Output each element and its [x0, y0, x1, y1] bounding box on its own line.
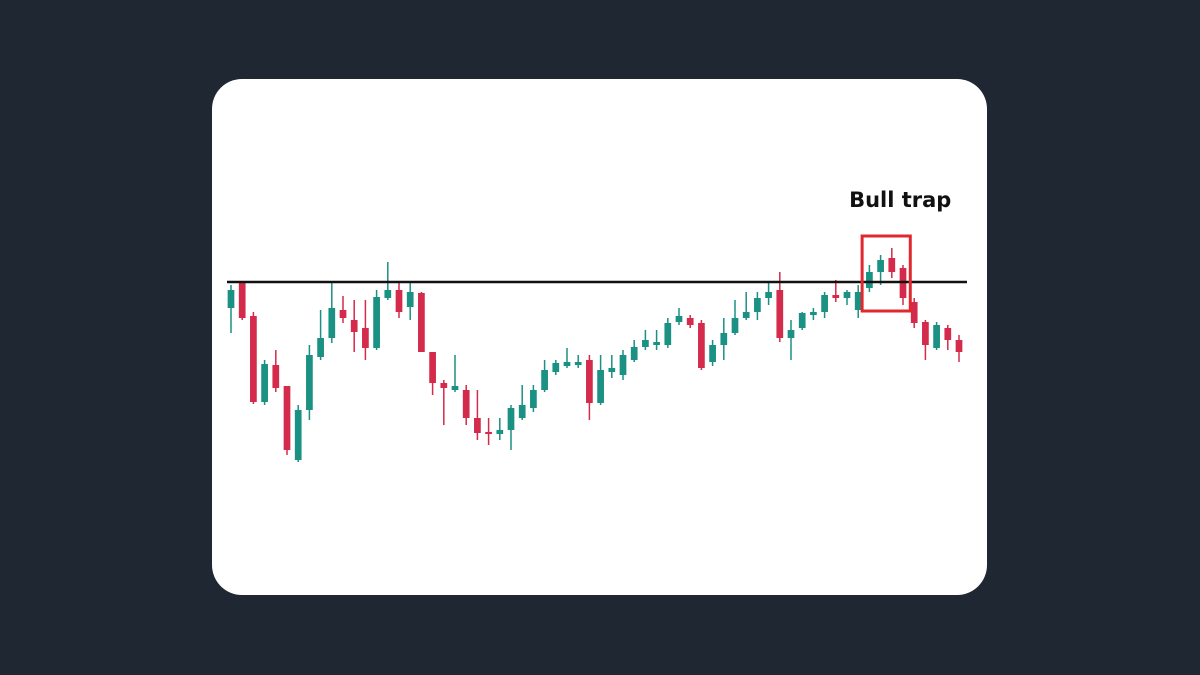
candle-body	[563, 362, 571, 366]
candle-body	[787, 330, 795, 338]
candle-body	[328, 308, 336, 338]
candle-body	[630, 347, 638, 360]
candle-body	[664, 323, 672, 345]
candle-body	[339, 310, 347, 318]
candle-body	[406, 292, 414, 307]
candle-body	[675, 316, 683, 322]
candle-body	[776, 290, 784, 338]
candle-body	[608, 368, 616, 372]
candle-body	[418, 293, 425, 352]
candle-body	[810, 312, 817, 315]
annotation-box	[860, 234, 912, 313]
candle-body	[720, 333, 728, 345]
candle-body	[485, 432, 492, 434]
candle-body	[294, 410, 302, 460]
candle-body	[395, 290, 403, 312]
candle-body	[709, 345, 716, 362]
candle-body	[754, 298, 761, 312]
candle-body	[530, 390, 537, 408]
candle-body	[518, 405, 526, 418]
candle-body	[821, 295, 828, 312]
candle-body	[955, 340, 963, 352]
candle-body	[922, 322, 929, 345]
candle-body	[843, 292, 851, 298]
candle-body	[272, 365, 280, 388]
candle-body	[283, 386, 291, 450]
candle-body	[742, 312, 750, 318]
candle-body	[866, 272, 873, 288]
candle-body	[227, 290, 235, 308]
candle-body	[496, 430, 504, 434]
candle-body	[462, 390, 470, 418]
candle-body	[910, 302, 918, 323]
candle-body	[317, 338, 324, 357]
plot: Bull trap	[227, 188, 967, 462]
candle-body	[440, 383, 448, 388]
candle-body	[586, 360, 593, 403]
candle-body	[854, 292, 862, 310]
candle-body	[888, 258, 896, 272]
candle-body	[798, 313, 806, 328]
candle-body	[474, 418, 481, 433]
candle-body	[944, 328, 952, 340]
candle-body	[507, 408, 515, 430]
candle-body	[362, 328, 369, 348]
candle-body	[541, 370, 548, 390]
candle-body	[373, 297, 380, 348]
candle-body	[933, 325, 940, 348]
candle-body	[306, 355, 313, 410]
annotation-label: Bull trap	[849, 188, 951, 212]
candle-body	[384, 290, 392, 298]
candle-body	[765, 292, 772, 298]
candle-body	[832, 295, 840, 298]
candle-body	[238, 283, 246, 318]
card	[212, 79, 987, 595]
candle-body	[597, 370, 604, 403]
candle-body	[350, 320, 358, 332]
candle-body	[653, 342, 660, 345]
candle-body	[574, 362, 582, 365]
candle-body	[619, 355, 627, 375]
candle-body	[731, 318, 739, 333]
candle-body	[261, 364, 268, 402]
candle-body	[250, 316, 257, 402]
candle-body	[686, 318, 694, 325]
candle-body	[451, 386, 459, 390]
candle-body	[698, 323, 705, 368]
candle-body	[429, 352, 436, 383]
candle-body	[552, 363, 560, 372]
candle-body	[642, 340, 649, 347]
candle-body	[877, 260, 884, 272]
